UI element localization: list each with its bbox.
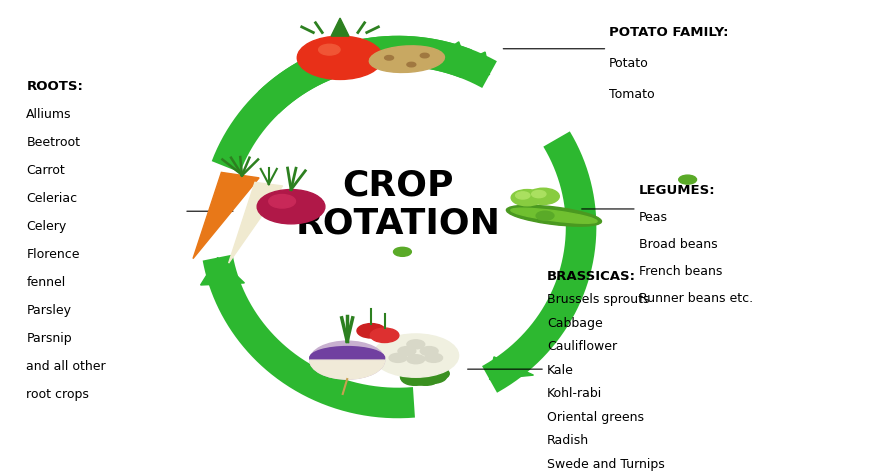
Text: Parsley: Parsley <box>26 304 72 317</box>
Ellipse shape <box>401 362 440 385</box>
Text: BRASSICAS:: BRASSICAS: <box>547 270 636 283</box>
Ellipse shape <box>401 364 446 384</box>
Ellipse shape <box>401 362 440 385</box>
Circle shape <box>407 340 425 349</box>
Circle shape <box>516 192 530 199</box>
Ellipse shape <box>309 347 384 369</box>
Text: Carrot: Carrot <box>26 164 65 177</box>
Circle shape <box>532 190 546 198</box>
Text: POTATO FAMILY:: POTATO FAMILY: <box>609 26 729 39</box>
Polygon shape <box>423 42 467 66</box>
Wedge shape <box>309 360 384 379</box>
Circle shape <box>357 324 385 338</box>
Text: CROP
ROTATION: CROP ROTATION <box>296 169 501 241</box>
Text: Brussels sprouts: Brussels sprouts <box>547 293 649 306</box>
Text: Kale: Kale <box>547 364 574 377</box>
Circle shape <box>398 347 416 356</box>
Circle shape <box>407 62 416 67</box>
Circle shape <box>536 211 554 220</box>
Polygon shape <box>200 258 244 285</box>
Polygon shape <box>193 172 259 259</box>
Text: Potato: Potato <box>609 57 649 70</box>
Text: LEGUMES:: LEGUMES: <box>638 184 715 197</box>
Circle shape <box>309 341 384 379</box>
Circle shape <box>389 353 407 362</box>
Polygon shape <box>229 182 283 263</box>
Polygon shape <box>445 52 490 74</box>
Text: French beans: French beans <box>638 265 722 278</box>
Circle shape <box>527 188 560 204</box>
Circle shape <box>393 247 411 256</box>
Circle shape <box>370 328 399 342</box>
Text: Broad beans: Broad beans <box>638 238 717 252</box>
Ellipse shape <box>369 46 444 73</box>
Circle shape <box>679 175 696 184</box>
Polygon shape <box>490 357 534 380</box>
Text: Peas: Peas <box>638 211 668 224</box>
Circle shape <box>425 353 443 362</box>
Text: Kohl-rabi: Kohl-rabi <box>547 387 602 400</box>
Text: Alliums: Alliums <box>26 108 72 122</box>
Circle shape <box>407 355 425 364</box>
Ellipse shape <box>401 364 446 384</box>
Text: Cabbage: Cabbage <box>547 317 603 330</box>
Text: Florence: Florence <box>26 248 80 261</box>
Circle shape <box>318 44 340 55</box>
Text: Swede and Turnips: Swede and Turnips <box>547 458 664 471</box>
Text: and all other: and all other <box>26 360 106 373</box>
Text: root crops: root crops <box>26 388 89 401</box>
Ellipse shape <box>401 365 449 382</box>
Text: Celeriac: Celeriac <box>26 192 78 205</box>
Polygon shape <box>331 18 349 36</box>
Circle shape <box>373 334 459 377</box>
Text: Parsnip: Parsnip <box>26 332 72 345</box>
Circle shape <box>257 189 325 224</box>
Text: Oriental greens: Oriental greens <box>547 411 644 423</box>
Text: Beetroot: Beetroot <box>26 136 80 149</box>
Text: Radish: Radish <box>547 434 589 447</box>
Circle shape <box>384 56 393 60</box>
Circle shape <box>420 53 429 58</box>
Text: Tomato: Tomato <box>609 88 654 101</box>
Ellipse shape <box>506 205 602 226</box>
Text: ROOTS:: ROOTS: <box>26 81 83 93</box>
Text: Celery: Celery <box>26 220 66 233</box>
Text: fennel: fennel <box>26 276 65 289</box>
Circle shape <box>511 189 544 206</box>
Ellipse shape <box>510 208 597 223</box>
Text: Runner beans etc.: Runner beans etc. <box>638 292 753 305</box>
Circle shape <box>269 195 296 208</box>
Text: Cauliflower: Cauliflower <box>547 340 617 353</box>
Circle shape <box>298 36 383 80</box>
Circle shape <box>420 347 438 356</box>
